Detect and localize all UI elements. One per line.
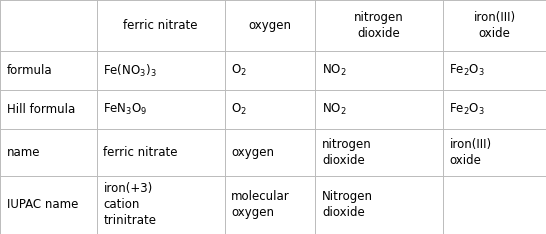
Text: Fe$_2$O$_3$: Fe$_2$O$_3$ [449,63,485,78]
Text: formula: formula [7,64,52,77]
Text: O$_2$: O$_2$ [231,63,247,78]
Text: oxygen: oxygen [231,146,274,159]
Text: name: name [7,146,40,159]
Text: molecular
oxygen: molecular oxygen [231,190,290,219]
Text: NO$_2$: NO$_2$ [322,63,347,78]
Text: O$_2$: O$_2$ [231,102,247,117]
Text: NO$_2$: NO$_2$ [322,102,347,117]
Text: iron(+3)
cation
trinitrate: iron(+3) cation trinitrate [104,182,157,227]
Text: FeN$_3$O$_9$: FeN$_3$O$_9$ [104,102,148,117]
Text: iron(III)
oxide: iron(III) oxide [449,138,491,167]
Text: ferric nitrate: ferric nitrate [104,146,178,159]
Text: iron(III)
oxide: iron(III) oxide [473,11,515,40]
Text: Fe$_2$O$_3$: Fe$_2$O$_3$ [449,102,485,117]
Text: IUPAC name: IUPAC name [7,198,78,211]
Text: Nitrogen
dioxide: Nitrogen dioxide [322,190,373,219]
Text: oxygen: oxygen [248,19,292,32]
Text: Hill formula: Hill formula [7,103,75,116]
Text: ferric nitrate: ferric nitrate [123,19,198,32]
Text: nitrogen
dioxide: nitrogen dioxide [322,138,372,167]
Text: nitrogen
dioxide: nitrogen dioxide [354,11,404,40]
Text: Fe(NO$_3$)$_3$: Fe(NO$_3$)$_3$ [104,63,157,79]
